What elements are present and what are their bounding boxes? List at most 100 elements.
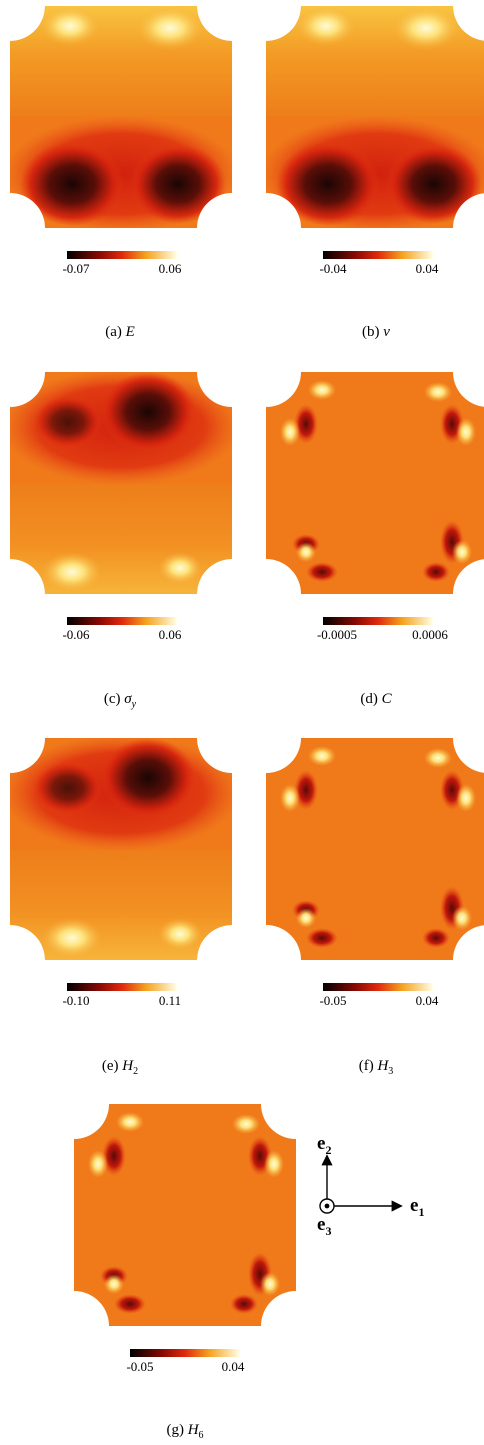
field-light-right-a (136, 6, 204, 50)
field-light-spot-g-4 (260, 1272, 280, 1296)
caption-a-symbol: E (125, 324, 135, 340)
field-light-spot-d-3 (456, 418, 476, 446)
field-dark-lobe-right-c (100, 372, 196, 452)
field-light-left-b (296, 6, 356, 46)
colorbar-g (130, 1349, 240, 1357)
caption-d: (d) C (360, 690, 391, 708)
field-light-left-c (42, 552, 102, 592)
colorbar-b (323, 251, 433, 259)
field-dark-lobe-left-a (20, 142, 124, 226)
field-dark-spot-f-5 (306, 928, 338, 948)
colorbar-f-min-label: -0.05 (319, 993, 347, 1008)
colorbar-a-max-label: 0.06 (158, 261, 182, 276)
colorbar-c-max-label: 0.06 (158, 627, 182, 642)
colorbar-g-max-label: 0.04 (221, 1359, 245, 1374)
field-light-spot-d-0 (308, 380, 336, 400)
caption-f: (f) H3 (359, 1057, 394, 1081)
plate-e (10, 738, 232, 960)
coordinate-axes: e2 e1 e3 (300, 1125, 450, 1238)
caption-f-prefix: (f) (358, 1058, 374, 1074)
caption-g-prefix: (g) (166, 1422, 184, 1438)
colorbar-g-min-label: -0.05 (126, 1359, 154, 1374)
field-light-spot-g-5 (104, 1274, 124, 1294)
caption-a: (a) E (105, 323, 135, 341)
field-light-spot-g-0 (116, 1112, 144, 1132)
field-dark-spot-f-0 (294, 770, 318, 810)
e1-label: e1 (410, 1196, 424, 1222)
field-dark-lobe-right-a (130, 144, 226, 224)
colorbar-a-min-label: -0.07 (62, 261, 90, 276)
field-dark-spot-g-5 (114, 1294, 146, 1314)
field-dark-lobe-left-c (34, 396, 102, 448)
caption-b: (b) ν (362, 323, 390, 341)
e1-label-subscript: 1 (418, 1204, 425, 1219)
caption-g-subscript: 6 (198, 1430, 204, 1441)
caption-d-prefix: (d) (360, 691, 378, 707)
e1-label-base: e (410, 1195, 419, 1216)
field-dark-lobe-right-b (386, 144, 482, 224)
caption-c-symbol: σ (124, 691, 132, 707)
field-dark-spot-d-5 (306, 562, 338, 582)
caption-e-prefix: (e) (101, 1058, 119, 1074)
field-dark-spot-g-0 (102, 1136, 126, 1176)
field-dark-spot-d-4 (422, 562, 450, 582)
field-light-left-e (42, 918, 102, 958)
field-dark-lobe-left-e (34, 762, 102, 814)
field-light-spot-f-3 (456, 784, 476, 812)
e3-label-subscript: 3 (325, 1223, 332, 1238)
field-light-right-c (158, 552, 202, 584)
plate-g (74, 1104, 296, 1326)
colorbar-f (323, 983, 433, 991)
caption-c-prefix: (c) (103, 691, 121, 707)
field-light-spot-d-1 (424, 382, 452, 402)
field-light-spot-d-2 (280, 418, 300, 446)
field-light-spot-g-3 (264, 1150, 284, 1178)
colorbar-d-min-label: -0.0005 (316, 627, 358, 642)
colorbar-c-min-label: -0.06 (62, 627, 90, 642)
colorbar-a (67, 251, 177, 259)
plate-c (10, 372, 232, 594)
caption-c-subscript: y (131, 699, 137, 710)
field-dark-lobe-right-e (100, 738, 196, 818)
field-light-spot-g-1 (232, 1114, 260, 1134)
colorbar-e-min-label: -0.10 (62, 993, 90, 1008)
caption-e-symbol: H (122, 1058, 134, 1074)
plate-a (10, 6, 232, 228)
field-light-right-b (392, 6, 460, 50)
caption-c: (c) σy (104, 690, 136, 714)
caption-f-symbol: H (377, 1058, 389, 1074)
plate-d (266, 372, 484, 594)
caption-b-symbol: ν (383, 324, 390, 340)
plate-b (266, 6, 484, 228)
caption-b-prefix: (b) (362, 324, 380, 340)
field-light-spot-f-4 (452, 906, 472, 930)
e3-dot-icon (324, 1203, 330, 1209)
e2-label-base: e (317, 1133, 326, 1154)
caption-e-subscript: 2 (133, 1066, 139, 1077)
colorbar-e-max-label: 0.11 (158, 993, 182, 1008)
colorbar-f-max-label: 0.04 (415, 993, 439, 1008)
field-light-spot-f-5 (296, 908, 316, 928)
e3-label: e3 (317, 1215, 331, 1241)
field-light-right-e (158, 918, 202, 950)
e2-label-subscript: 2 (325, 1142, 332, 1157)
e2-label: e2 (317, 1134, 331, 1160)
colorbar-e (67, 983, 177, 991)
axes-arrows (319, 1154, 403, 1214)
caption-f-subscript: 3 (388, 1066, 394, 1077)
field-dark-spot-d-0 (294, 404, 318, 444)
colorbar-c (67, 617, 177, 625)
caption-d-symbol: C (381, 691, 392, 707)
field-light-spot-d-4 (452, 540, 472, 564)
field-light-left-a (40, 6, 100, 46)
colorbar-d (323, 617, 433, 625)
plate-f (266, 738, 484, 960)
field-light-spot-f-0 (308, 746, 336, 766)
caption-g-symbol: H (187, 1422, 199, 1438)
colorbar-d-max-label: 0.0006 (412, 627, 448, 642)
field-light-spot-f-2 (280, 784, 300, 812)
colorbar-b-max-label: 0.04 (415, 261, 439, 276)
field-dark-spot-f-4 (422, 928, 450, 948)
caption-g: (g) H6 (166, 1421, 203, 1445)
field-dark-lobe-left-b (276, 142, 380, 226)
